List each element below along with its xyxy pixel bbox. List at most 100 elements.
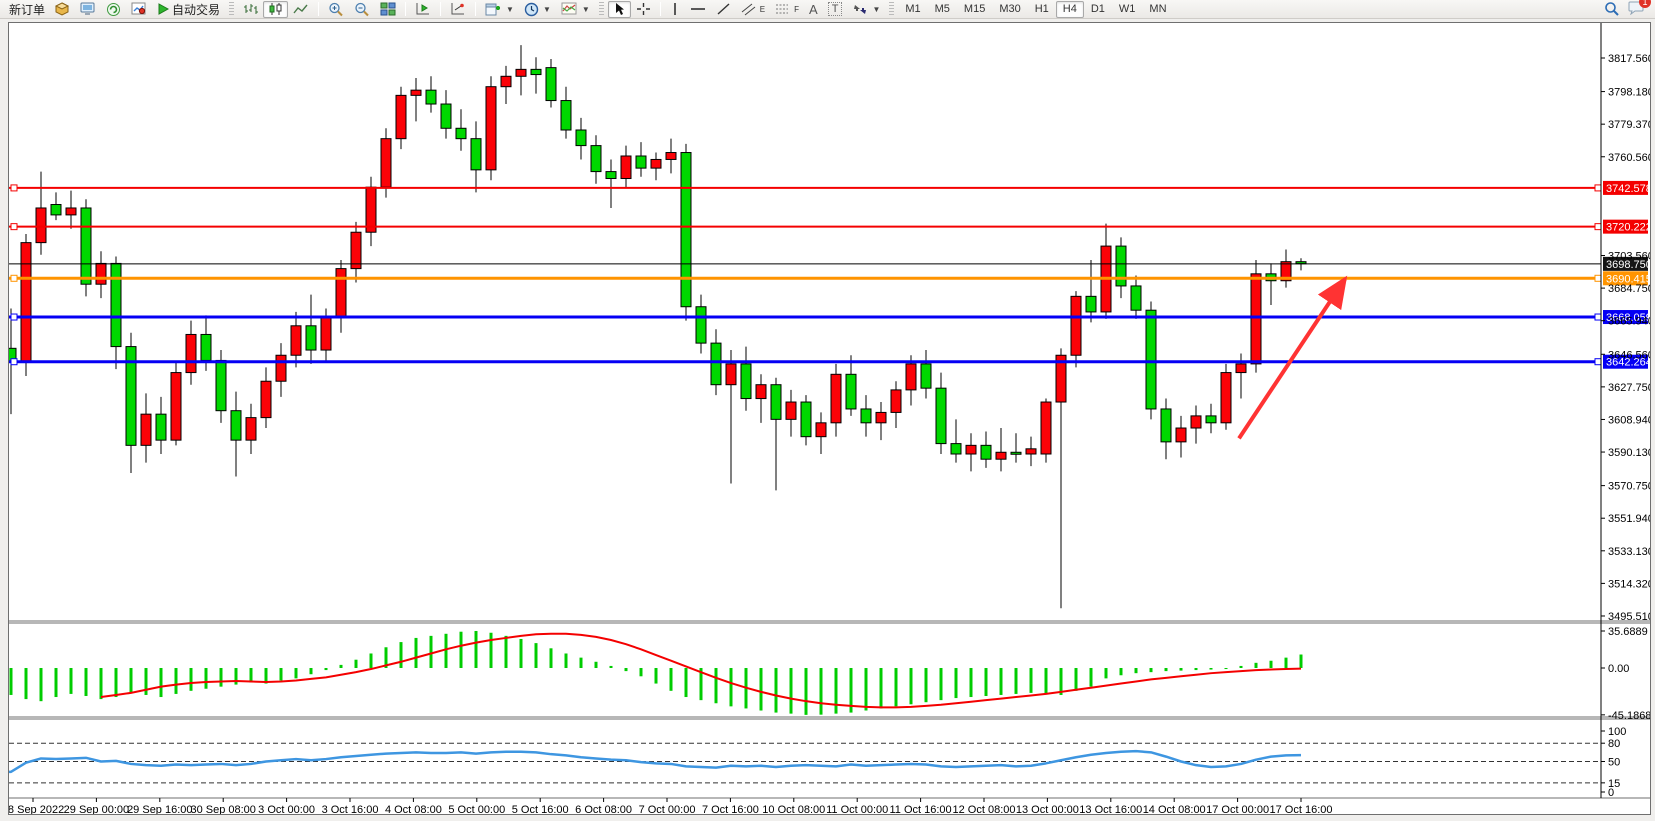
line-handle[interactable] (10, 184, 18, 192)
macd-histogram-bar (1299, 654, 1303, 668)
zoom-in-button[interactable] (323, 1, 349, 18)
indicators-button[interactable]: ▼ (556, 1, 595, 18)
price-level-label (1603, 271, 1648, 286)
dropdown-arrow-icon: ▼ (542, 4, 551, 14)
new-order-button[interactable]: 新订单 (4, 1, 50, 18)
candle (125, 332, 137, 474)
x-axis-label: 6 Oct 08:00 (575, 804, 632, 814)
line-handle[interactable] (10, 358, 18, 366)
fibonacci-tool-button[interactable]: F (770, 1, 804, 18)
crosshair-tool-button[interactable] (631, 1, 656, 18)
macd-histogram-bar (24, 668, 28, 700)
notifications-button[interactable]: 1 (1628, 0, 1651, 18)
toolbar-separator (475, 2, 477, 16)
candle (1205, 403, 1217, 434)
candlestick-chart-button[interactable] (263, 0, 289, 18)
vertical-line-icon (673, 3, 676, 15)
x-axis-label: 7 Oct 16:00 (702, 804, 759, 814)
channel-tool-button[interactable]: E (736, 1, 770, 18)
metaeditor-button[interactable] (75, 1, 101, 18)
candle (590, 135, 602, 184)
horizontal-line-tool-button[interactable] (685, 1, 711, 18)
zoom-in-icon (329, 2, 343, 16)
line-chart-button[interactable] (288, 1, 314, 18)
zoom-out-button[interactable] (349, 1, 375, 18)
cursor-tool-button[interactable] (607, 0, 631, 18)
channel-letter: E (759, 4, 766, 14)
macd-histogram-bar (1194, 668, 1198, 671)
tf-w1-button[interactable]: W1 (1118, 3, 1136, 15)
candle (965, 433, 977, 472)
trendline-tool-button[interactable] (711, 1, 736, 18)
line-handle[interactable] (1594, 313, 1602, 321)
bar-chart-button[interactable] (238, 1, 263, 18)
y-axis-tick: 3798.180 (1608, 87, 1650, 99)
x-axis-label: 13 Oct 00:00 (1016, 804, 1079, 814)
macd-histogram-bar (639, 668, 643, 677)
line-handle[interactable] (1594, 184, 1602, 192)
macd-histogram-bar (864, 668, 868, 711)
trend-arrow-annotation[interactable] (1237, 275, 1348, 440)
tf-m1-button[interactable]: M1 (905, 3, 921, 15)
tf-mn-button[interactable]: MN (1149, 3, 1167, 15)
cursor-icon (615, 3, 624, 15)
macd-histogram-bar (489, 632, 493, 668)
macd-histogram-bar (1134, 668, 1138, 674)
text-label-tool-button[interactable]: T (823, 1, 848, 18)
tf-d1-button[interactable]: D1 (1090, 3, 1105, 15)
candle (770, 377, 782, 491)
macd-histogram-bar (204, 668, 208, 689)
search-icon[interactable] (1604, 1, 1620, 17)
candle (620, 145, 632, 188)
toolbar-separator (659, 2, 661, 16)
candle (80, 199, 92, 297)
macd-histogram-bar (39, 668, 43, 702)
tf-m5-button[interactable]: M5 (934, 3, 950, 15)
line-handle[interactable] (1594, 274, 1602, 282)
line-handle[interactable] (10, 274, 18, 282)
autotrading-button[interactable]: 自动交易 (152, 1, 225, 18)
toolbar-grip (598, 2, 604, 16)
tf-h4-button[interactable]: H4 (1055, 0, 1084, 18)
new-order-label: 新订单 (9, 2, 46, 17)
x-axis-label: 30 Sep 08:00 (190, 804, 255, 814)
community-button[interactable] (101, 1, 126, 18)
line-handle[interactable] (10, 223, 18, 231)
periods-button[interactable]: ▼ (519, 1, 556, 18)
x-axis-label: 28 Sep 2022 (9, 804, 64, 814)
x-axis-label: 5 Oct 00:00 (448, 804, 505, 814)
chart-shift-button[interactable] (410, 1, 436, 18)
market-icon[interactable] (50, 1, 75, 18)
tf-h1-button[interactable]: H1 (1034, 3, 1049, 15)
macd-histogram-bar (894, 668, 898, 707)
dropdown-arrow-icon: ▼ (506, 4, 514, 14)
y-axis-tick: 3684.750 (1608, 283, 1650, 295)
macd-histogram-bar (1029, 668, 1033, 693)
y-axis-tick: 3551.940 (1608, 513, 1650, 525)
tf-m30-button[interactable]: M30 (999, 3, 1021, 15)
vertical-line-tool-button[interactable] (665, 1, 685, 18)
chart-window[interactable]: ▼ SP500-,H4 3698.750 3698.750 3698.750 3… (8, 22, 1651, 815)
macd-histogram-bar (609, 665, 613, 668)
strategy-tester-button[interactable] (126, 1, 152, 18)
line-handle[interactable] (1594, 358, 1602, 366)
new-chart-button[interactable]: ▼ (480, 1, 519, 18)
candle (140, 393, 152, 463)
candle (980, 431, 992, 468)
arrows-tool-button[interactable]: ▼ (847, 1, 885, 18)
candle (530, 57, 542, 94)
candle (665, 138, 677, 174)
line-handle[interactable] (10, 313, 18, 321)
macd-histogram-bar (909, 668, 913, 705)
candle (1130, 275, 1142, 319)
tf-m15-button[interactable]: M15 (963, 3, 986, 15)
tile-windows-button[interactable] (375, 1, 401, 18)
text-tool-button[interactable]: A (804, 1, 823, 18)
candle (725, 350, 737, 484)
price-chart-canvas[interactable]: 3742.578 3720.222 3698.750 3690.415 3668.059… (9, 23, 1650, 814)
macd-histogram-bar (1089, 668, 1093, 687)
line-handle[interactable] (1594, 223, 1602, 231)
macd-histogram-bar (984, 668, 988, 696)
auto-scroll-button[interactable] (445, 1, 471, 18)
x-axis-label: 5 Oct 16:00 (512, 804, 569, 814)
